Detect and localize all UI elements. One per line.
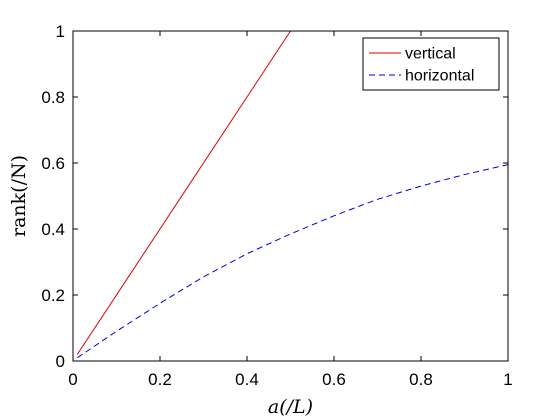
y-tick-label: 0.8 — [41, 88, 65, 107]
legend-box — [362, 37, 500, 91]
plot-frame — [72, 30, 509, 362]
x-tick-label: 0.2 — [148, 370, 172, 389]
legend-label-horizontal: horizontal — [405, 68, 474, 85]
y-axis-label: rank(/N) — [8, 155, 30, 237]
x-tick-label: 0 — [68, 370, 77, 389]
series-line-horizontal — [77, 164, 509, 359]
legend: vertical horizontal — [362, 37, 500, 91]
x-tick-label: 0.4 — [235, 370, 259, 389]
legend-label-vertical: vertical — [405, 46, 456, 63]
x-tick-label: 0.8 — [409, 370, 433, 389]
y-tick-label: 0 — [56, 352, 65, 371]
y-tick-label: 0.2 — [41, 286, 65, 305]
y-tick-label: 0.4 — [41, 220, 65, 239]
y-tick-label: 1 — [56, 22, 65, 41]
x-axis-label: a(/L) — [268, 396, 313, 418]
y-tick-label: 0.6 — [41, 154, 65, 173]
x-tick-label: 1 — [503, 370, 512, 389]
x-tick-label: 0.6 — [322, 370, 346, 389]
axis-ticks: 0 0.2 0.4 0.6 0.8 1 0 0.2 0.4 0.6 0.8 1 — [41, 22, 512, 389]
